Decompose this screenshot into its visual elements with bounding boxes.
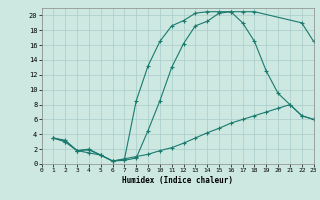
X-axis label: Humidex (Indice chaleur): Humidex (Indice chaleur): [122, 176, 233, 185]
